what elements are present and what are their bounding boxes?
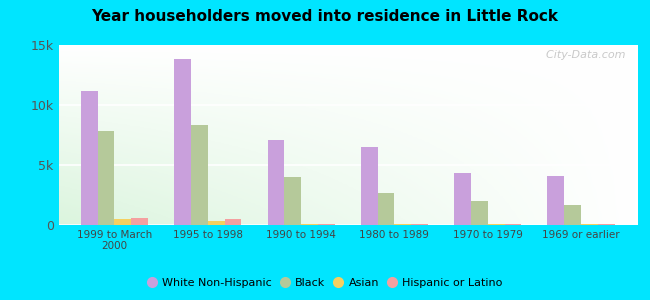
Bar bbox=[581, 224, 598, 225]
Bar bbox=[191, 125, 208, 225]
Bar bbox=[174, 59, 191, 225]
Legend: White Non-Hispanic, Black, Asian, Hispanic or Latino: White Non-Hispanic, Black, Asian, Hispan… bbox=[143, 273, 507, 293]
Text: Year householders moved into residence in Little Rock: Year householders moved into residence i… bbox=[92, 9, 558, 24]
Bar bbox=[301, 224, 318, 225]
Bar bbox=[564, 205, 581, 225]
Bar bbox=[268, 140, 284, 225]
Bar bbox=[411, 224, 428, 225]
Bar bbox=[504, 224, 521, 225]
Bar bbox=[81, 91, 98, 225]
Bar bbox=[114, 219, 131, 225]
Bar bbox=[318, 224, 335, 225]
Bar bbox=[98, 131, 114, 225]
Bar bbox=[361, 147, 378, 225]
Bar bbox=[488, 224, 504, 225]
Bar bbox=[208, 221, 225, 225]
Bar bbox=[378, 193, 395, 225]
Bar bbox=[598, 224, 615, 225]
Bar bbox=[131, 218, 148, 225]
Bar bbox=[284, 177, 301, 225]
Text: City-Data.com: City-Data.com bbox=[539, 50, 625, 60]
Bar bbox=[547, 176, 564, 225]
Bar bbox=[454, 173, 471, 225]
Bar bbox=[471, 201, 488, 225]
Bar bbox=[395, 224, 411, 225]
Bar bbox=[225, 219, 241, 225]
